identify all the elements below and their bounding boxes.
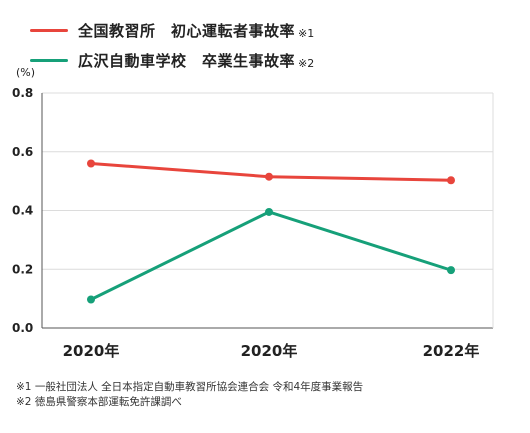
x-tick-label-2: 2022年 xyxy=(423,342,480,360)
data-point-0-0 xyxy=(87,159,95,168)
data-point-1-2 xyxy=(447,266,455,275)
legend-note-national: ※1 xyxy=(298,27,315,40)
legend-note-hirosawa: ※2 xyxy=(298,57,315,70)
legend-item-national: 全国教習所 初心運転者事故率 ※1 xyxy=(30,18,314,42)
y-axis-unit-label: (%) xyxy=(16,66,35,79)
data-point-0-1 xyxy=(265,172,273,181)
series-line-1 xyxy=(90,210,452,301)
legend-swatch-national xyxy=(30,28,68,32)
y-tick-label-1: 0.2 xyxy=(12,262,33,276)
data-point-1-0 xyxy=(87,295,95,304)
legend-swatch-hirosawa xyxy=(30,58,68,62)
x-tick-label-0: 2020年 xyxy=(63,342,120,360)
data-point-0-2 xyxy=(447,176,455,185)
legend-label-national: 全国教習所 初心運転者事故率 xyxy=(78,21,296,40)
footnote-2: ※2 徳島県警察本部運転免許課調べ xyxy=(16,396,182,408)
y-tick-label-2: 0.4 xyxy=(12,204,33,218)
legend-label-hirosawa: 広沢自動車学校 卒業生事故率 xyxy=(78,51,296,70)
x-tick-label-1: 2020年 xyxy=(241,342,298,360)
footnote-1: ※1 一般社団法人 全日本指定自動車教習所協会連合会 令和4年度事業報告 xyxy=(16,381,364,393)
y-tick-label-4: 0.8 xyxy=(12,86,33,100)
chart-legend: 全国教習所 初心運転者事故率 ※1 広沢自動車学校 卒業生事故率 ※2 xyxy=(30,18,314,78)
y-tick-label-0: 0.0 xyxy=(12,321,33,335)
data-point-1-1 xyxy=(265,207,273,216)
line-chart: 0.0 0.2 0.4 0.6 0.8 (%) 2020年 2020年 2022年 xyxy=(12,66,494,360)
footnotes: ※1 一般社団法人 全日本指定自動車教習所協会連合会 令和4年度事業報告 ※2 … xyxy=(16,380,363,410)
legend-item-hirosawa: 広沢自動車学校 卒業生事故率 ※2 xyxy=(30,48,314,72)
y-tick-label-3: 0.6 xyxy=(12,145,33,159)
